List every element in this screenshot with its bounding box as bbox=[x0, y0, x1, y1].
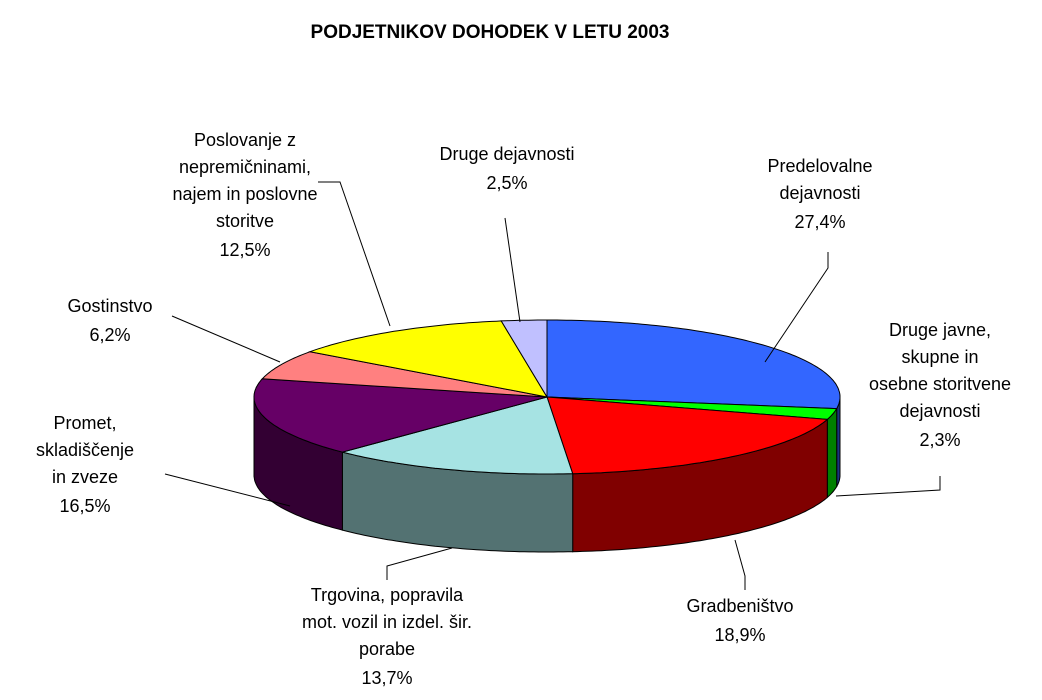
slice bbox=[261, 351, 548, 398]
slice-label: Trgovina, popravila mot. vozil in izdel. … bbox=[302, 585, 472, 659]
value-label: 27,4% bbox=[794, 212, 845, 232]
slice bbox=[546, 319, 841, 410]
value-label: 6,2% bbox=[89, 325, 130, 345]
value-label: 2,3% bbox=[919, 430, 960, 450]
leader-line bbox=[171, 315, 281, 363]
value-label: 18,9% bbox=[714, 625, 765, 645]
slice-label: Gostinstvo bbox=[67, 296, 152, 316]
slice-label: Poslovanje z nepremičninami, najem in posl… bbox=[172, 130, 317, 231]
slice-label: Druge dejavnosti bbox=[439, 144, 574, 164]
slice-label: Predelovalne dejavnosti bbox=[767, 156, 872, 203]
leader-line bbox=[734, 539, 746, 590]
value-label: 2,5% bbox=[486, 173, 527, 193]
slice-label: Promet, skladiščenje in zveze bbox=[36, 413, 134, 487]
value-label: 12,5% bbox=[219, 240, 270, 260]
slice bbox=[546, 396, 829, 475]
slice-label: Druge javne, skupne in osebne storitvene de… bbox=[869, 320, 1011, 421]
leader-line bbox=[504, 217, 521, 323]
chart-title: PODJETNIKOV DOHODEK V LETU 2003 bbox=[311, 22, 670, 43]
slice bbox=[340, 396, 574, 475]
slice-side bbox=[826, 406, 838, 499]
leader-line bbox=[318, 181, 391, 327]
value-label: 16,5% bbox=[59, 496, 110, 516]
value-label: 13,7% bbox=[361, 668, 412, 688]
slice bbox=[253, 378, 548, 453]
leader-line bbox=[164, 473, 291, 507]
slice-label: Gradbeništvo bbox=[686, 596, 793, 616]
leader-line bbox=[764, 252, 829, 363]
leader-line bbox=[386, 547, 453, 580]
slice bbox=[500, 319, 548, 399]
slice bbox=[308, 320, 549, 398]
leader-line bbox=[835, 476, 941, 497]
